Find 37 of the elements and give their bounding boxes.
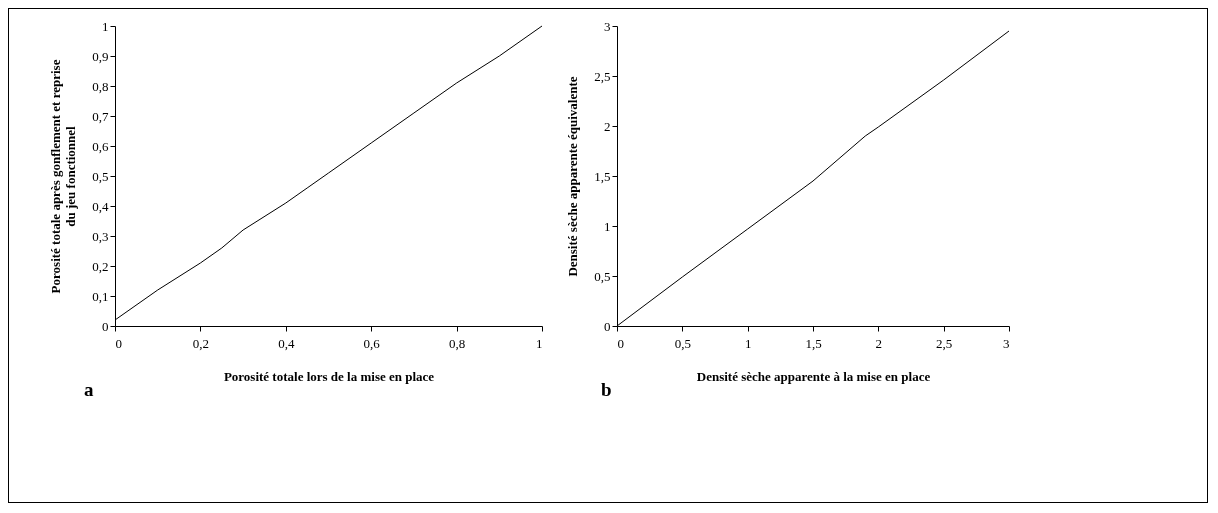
y-tick-label: 0 — [604, 318, 611, 334]
x-tick-label: 0,4 — [278, 335, 295, 351]
y-tick-label: 0,4 — [92, 198, 109, 214]
y-tick-label: 1,5 — [594, 168, 611, 184]
x-tick-label: 0 — [617, 335, 624, 351]
y-tick-label: 0,1 — [92, 288, 109, 304]
y-axis-title: Densité sèche apparente équivalente — [565, 76, 581, 277]
y-tick-label: 2,5 — [594, 68, 611, 84]
x-tick-label: 2,5 — [936, 335, 953, 351]
x-tick-label: 2 — [875, 335, 883, 351]
y-tick-label: 1 — [604, 218, 611, 234]
y-tick-label: 0,8 — [92, 78, 109, 94]
x-axis-title: Densité sèche apparente à la mise en place — [696, 368, 931, 384]
x-axis-title: Porosité totale lors de la mise en place — [223, 368, 435, 384]
y-axis-title: Porosité totale après gonflement et reprise du jeu fonctionnel — [48, 59, 79, 294]
y-tick-label: 1 — [102, 18, 109, 34]
text: b — [601, 379, 612, 401]
y-tick-label: 2 — [604, 118, 611, 134]
x-tick-label: 0,8 — [448, 335, 466, 351]
x-tick-label: 1 — [744, 335, 752, 351]
y-tick-label: 0,6 — [92, 138, 109, 154]
x-tick-label: 0,5 — [674, 335, 691, 351]
x-tick-label: 3 — [1003, 335, 1010, 351]
x-tick-label: 0,6 — [363, 335, 381, 351]
y-tick-label: 0,5 — [594, 268, 611, 284]
y-tick-label: 0,2 — [92, 258, 109, 274]
x-tick-label: 1 — [536, 335, 543, 351]
y-tick-label: 0,9 — [92, 48, 109, 64]
y-tick-label: 0,5 — [92, 168, 109, 184]
x-tick-label: 0,2 — [192, 335, 210, 351]
y-tick-label: 0,7 — [92, 108, 109, 124]
x-tick-label: 1,5 — [805, 335, 822, 351]
text: a — [84, 379, 94, 401]
y-tick-label: 0 — [102, 318, 109, 334]
y-tick-label: 3 — [604, 18, 611, 34]
x-tick-label: 0 — [115, 335, 122, 351]
y-tick-label: 0,3 — [92, 228, 109, 244]
